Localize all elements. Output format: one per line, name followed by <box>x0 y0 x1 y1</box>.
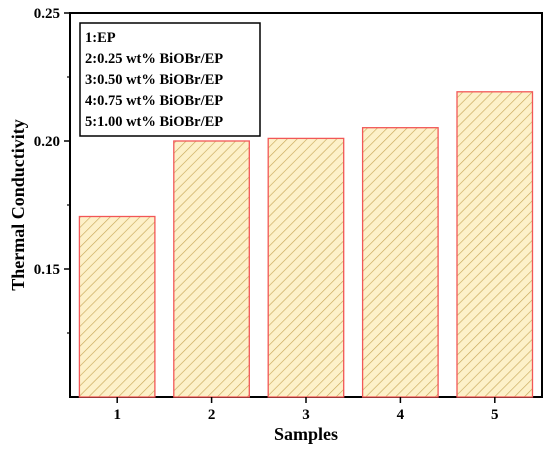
y-tick-label: 0.25 <box>34 6 60 22</box>
bar-sample-4 <box>361 127 439 398</box>
y-tick-label: 0.15 <box>34 262 60 278</box>
bars-group <box>78 91 534 398</box>
x-tick-label: 2 <box>208 407 216 423</box>
x-tick-label: 3 <box>302 407 310 423</box>
legend-entry: 5:1.00 wt% BiOBr/EP <box>85 114 223 130</box>
x-tick-label: 4 <box>397 407 405 423</box>
y-ticks-group: 0.15 0.20 0.25 <box>34 6 70 334</box>
legend-entry: 2:0.25 wt% BiOBr/EP <box>85 51 223 67</box>
legend-entry: 1:EP <box>85 30 116 46</box>
legend: 1:EP 2:0.25 wt% BiOBr/EP 3:0.50 wt% BiOB… <box>79 22 261 137</box>
y-tick-label: 0.20 <box>34 134 60 150</box>
legend-entry: 3:0.50 wt% BiOBr/EP <box>85 72 223 88</box>
x-axis-title: Samples <box>274 424 338 444</box>
bar-sample-2 <box>173 140 250 398</box>
bar-sample-5 <box>456 91 534 398</box>
legend-box <box>79 22 261 137</box>
x-tick-label: 5 <box>491 407 499 423</box>
x-ticks-group: 1 2 3 4 5 <box>113 397 499 423</box>
bar-sample-3 <box>267 137 345 398</box>
legend-entry: 4:0.75 wt% BiOBr/EP <box>85 93 223 109</box>
x-tick-label: 1 <box>113 407 121 423</box>
bar-sample-1 <box>78 215 156 398</box>
y-axis-title: Thermal Conductivity <box>8 119 28 291</box>
